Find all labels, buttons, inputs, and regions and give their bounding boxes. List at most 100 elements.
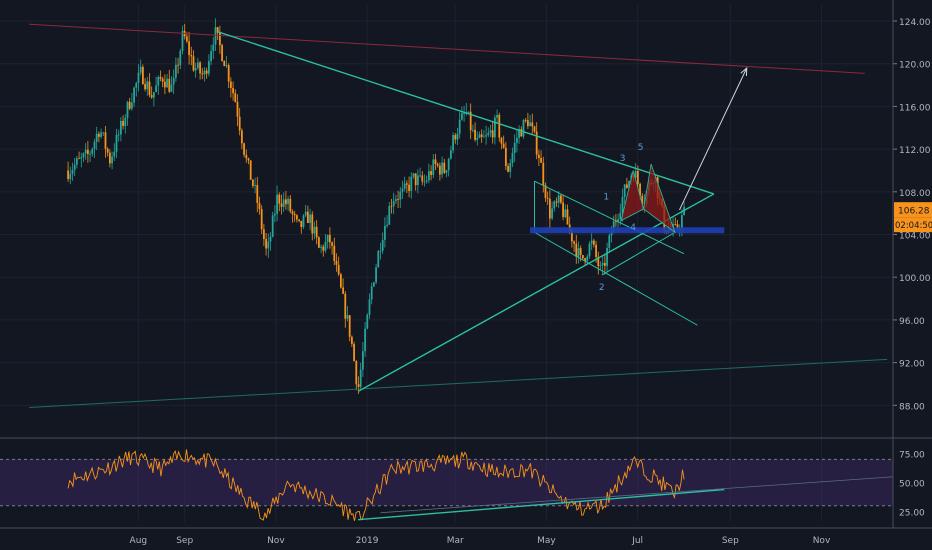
candle-body [628, 181, 630, 188]
x-tick-label: Jul [631, 536, 643, 546]
candle-body [353, 343, 355, 362]
candle-body [581, 254, 584, 259]
candle-body [498, 114, 501, 138]
candle-body [491, 130, 494, 138]
candle-body [126, 101, 129, 118]
candle-body [84, 149, 87, 154]
y-tick-label: 108.00 [899, 189, 931, 199]
candle-body [344, 293, 347, 319]
candle-body [218, 32, 221, 46]
rsi-oscillator [67, 449, 685, 521]
candle-body [557, 195, 560, 203]
candle-body [625, 184, 628, 188]
last-price-label: 106.28 [898, 207, 930, 217]
candle-body [91, 148, 94, 154]
candle-body [289, 198, 292, 212]
candle-body [366, 314, 369, 329]
candle-body [245, 154, 248, 159]
candle-body [408, 184, 410, 191]
candle-body [210, 51, 212, 62]
candle-body [478, 134, 481, 138]
candle-body [227, 65, 230, 82]
candle-body [251, 179, 254, 186]
y-tick-label: 124.00 [899, 18, 931, 28]
candle-body [106, 148, 109, 153]
candle-body [161, 78, 164, 82]
candle-body [146, 81, 149, 90]
triangle-lower-line [357, 193, 715, 393]
candle-body [570, 229, 573, 242]
rsi-trend-line [380, 476, 894, 514]
candle-body [608, 235, 611, 249]
x-tick-label: Aug [130, 536, 148, 546]
support-zone [529, 227, 725, 234]
wave-label: 3 [620, 154, 626, 164]
candle-body [196, 62, 199, 68]
candle-body [522, 120, 525, 137]
wave-label: 1 [603, 192, 609, 202]
candle-body [542, 162, 545, 186]
candle-body [137, 72, 140, 84]
candle-body [179, 50, 182, 66]
candle-body [95, 133, 98, 142]
y-tick-label: 120.00 [899, 61, 931, 71]
candle-body [168, 78, 171, 92]
candle-body [553, 201, 556, 209]
wave-label: 5 [638, 143, 644, 153]
candle-body [258, 202, 261, 210]
candle-body [559, 195, 562, 203]
candle-body [243, 143, 245, 155]
candle-body [265, 239, 267, 249]
candle-body [115, 134, 118, 152]
candle-body [467, 111, 470, 113]
candle-body [157, 76, 160, 86]
candle-body [346, 315, 349, 319]
candle-body [386, 224, 388, 226]
candle-body [130, 102, 133, 109]
candle-body [460, 113, 463, 120]
candle-body [388, 206, 391, 225]
candle-body [432, 159, 435, 175]
candle-body [370, 286, 373, 300]
candle-body [621, 196, 624, 213]
candle-body [401, 188, 404, 192]
candle-body [480, 134, 483, 137]
candle-body [192, 56, 195, 71]
candle-body [562, 202, 564, 217]
candle-body [379, 250, 382, 252]
candle-body [634, 170, 637, 178]
candle-body [674, 224, 677, 225]
y-tick-label: 100.00 [899, 274, 931, 284]
candle-body [397, 199, 399, 201]
candle-body [449, 150, 452, 159]
candle-body [676, 224, 679, 230]
candle-body [526, 120, 529, 127]
candle-body [456, 133, 459, 140]
rsi-tick-label: 50.00 [899, 480, 925, 490]
candle-body [364, 328, 366, 352]
candle-body [555, 201, 558, 203]
candle-body [93, 141, 96, 149]
candle-body [311, 214, 314, 234]
candle-body [139, 66, 142, 73]
candle-body [247, 158, 250, 161]
long-resistance-line [29, 23, 865, 74]
candle-body [533, 126, 536, 132]
candle-body [119, 120, 122, 135]
candle-body [524, 120, 527, 121]
rsi-line [67, 449, 894, 521]
last-price-tag [894, 202, 932, 218]
candle-body [623, 184, 626, 197]
candle-body [357, 384, 360, 387]
x-tick-label: 2019 [356, 536, 379, 546]
candle-body [67, 170, 69, 180]
x-tick-label: May [537, 536, 556, 546]
candle-body [152, 92, 155, 98]
candle-body [203, 70, 206, 75]
candle-body [434, 159, 437, 165]
candle-body [529, 122, 531, 127]
candle-body [577, 248, 580, 257]
candle-body [410, 176, 413, 191]
candle-body [306, 211, 309, 224]
